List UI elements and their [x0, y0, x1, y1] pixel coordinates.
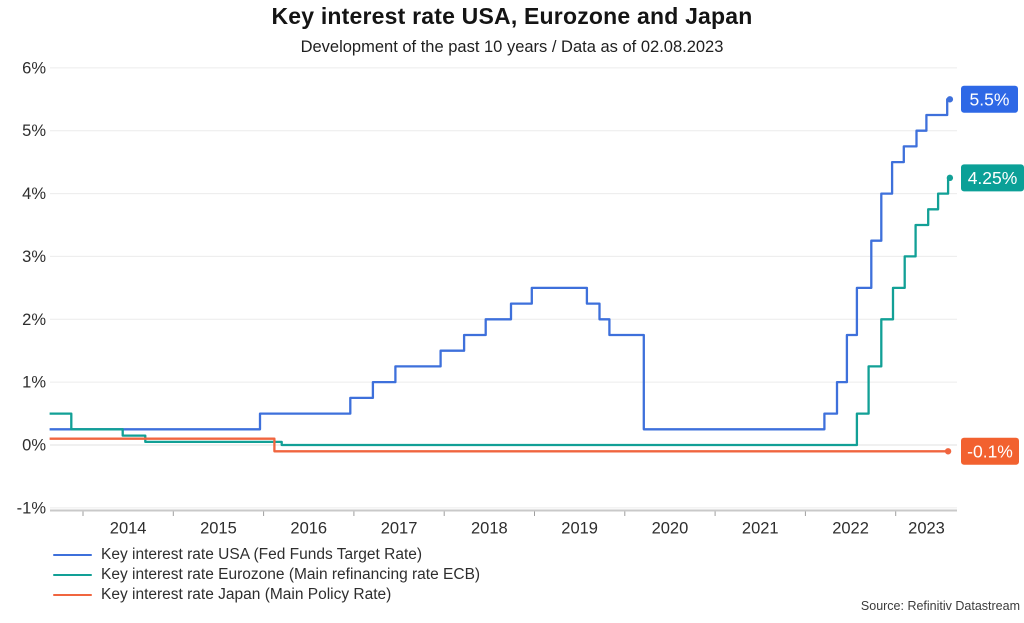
legend-label-usa: Key interest rate USA (Fed Funds Target … — [101, 546, 423, 563]
legend-item-eurozone: Key interest rate Eurozone (Main refinan… — [53, 565, 480, 585]
x-axis-label: 2019 — [561, 520, 598, 538]
series-line-eurozone — [49, 176, 950, 447]
series-end-dot-japan — [944, 448, 952, 455]
value-badge-label-usa: 5.5% — [970, 89, 1010, 109]
legend-item-japan: Key interest rate Japan (Main Policy Rat… — [53, 585, 480, 605]
legend-swatch-usa — [53, 554, 92, 556]
series-end-dot-usa — [946, 96, 954, 103]
series-line-japan — [49, 437, 949, 453]
y-axis-label: 4% — [22, 185, 46, 203]
y-axis-label: -1% — [17, 499, 47, 517]
x-axis-label: 2023 — [908, 520, 945, 538]
y-axis-label: 3% — [22, 248, 46, 266]
y-axis-label: 6% — [22, 59, 46, 77]
value-badge-japan — [961, 437, 1019, 465]
x-axis-label: 2015 — [200, 520, 237, 538]
series-end-dot-eurozone — [946, 174, 954, 182]
x-axis-label: 2020 — [652, 520, 689, 538]
legend: Key interest rate USA (Fed Funds Target … — [53, 545, 480, 605]
value-badge-label-japan: -0.1% — [967, 441, 1013, 461]
y-axis-label: 5% — [22, 122, 46, 140]
y-axis-label: 0% — [22, 437, 46, 455]
chart-title: Key interest rate USA, Eurozone and Japa… — [271, 3, 753, 29]
source-note: Source: Refinitiv Datastream — [860, 599, 1020, 613]
x-axis-label: 2014 — [110, 520, 147, 538]
legend-swatch-eurozone — [53, 574, 92, 576]
legend-label-japan: Key interest rate Japan (Main Policy Rat… — [101, 586, 392, 603]
legend-item-usa: Key interest rate USA (Fed Funds Target … — [53, 545, 480, 565]
value-badge-label-eurozone: 4.25% — [968, 168, 1018, 188]
y-axis-label: 1% — [22, 374, 46, 392]
x-axis-label: 2018 — [471, 520, 508, 538]
legend-label-eurozone: Key interest rate Eurozone (Main refinan… — [101, 566, 481, 583]
x-axis-label: 2016 — [290, 520, 327, 538]
value-badge-usa — [961, 85, 1018, 113]
value-badge-eurozone — [961, 164, 1024, 192]
y-axis-label: 2% — [22, 311, 46, 329]
x-axis-label: 2021 — [742, 520, 779, 538]
x-axis-label: 2017 — [381, 520, 418, 538]
x-axis-label: 2022 — [832, 520, 869, 538]
chart-subtitle: Development of the past 10 years / Data … — [300, 38, 724, 56]
series-line-usa — [49, 98, 950, 431]
legend-swatch-japan — [53, 594, 92, 596]
